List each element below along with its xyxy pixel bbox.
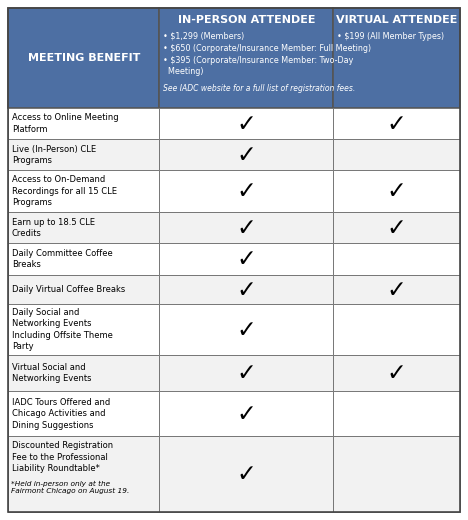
Bar (160, 243, 333, 275)
Text: ✓: ✓ (236, 143, 256, 167)
Bar (160, 355, 333, 391)
Text: • $199 (All Member Types): • $199 (All Member Types) (337, 32, 445, 41)
Text: Earn up to 18.5 CLE
Credits: Earn up to 18.5 CLE Credits (12, 218, 95, 238)
Text: ✓: ✓ (236, 462, 256, 486)
Text: Live (In-Person) CLE
Programs: Live (In-Person) CLE Programs (12, 145, 96, 165)
Text: Discounted Registration
Fee to the Professional
Liability Roundtable*: Discounted Registration Fee to the Profe… (12, 441, 113, 473)
Text: ✓: ✓ (236, 318, 256, 342)
Bar (160, 212, 333, 243)
Text: Virtual Social and
Networking Events: Virtual Social and Networking Events (12, 363, 92, 383)
Bar (8, 275, 160, 304)
Bar (333, 171, 460, 212)
Text: Daily Social and
Networking Events
Including Offsite Theme
Party: Daily Social and Networking Events Inclu… (12, 308, 113, 351)
Text: Access to On-Demand
Recordings for all 15 CLE
Programs: Access to On-Demand Recordings for all 1… (12, 175, 117, 207)
Text: MEETING BENEFIT: MEETING BENEFIT (28, 53, 140, 63)
Bar (160, 304, 333, 355)
Text: ✓: ✓ (236, 247, 256, 271)
Text: ✓: ✓ (387, 278, 407, 302)
Text: ✓: ✓ (236, 179, 256, 203)
Bar (333, 436, 460, 512)
Bar (8, 304, 160, 355)
Bar (333, 275, 460, 304)
Text: ✓: ✓ (387, 112, 407, 136)
Text: ✓: ✓ (236, 278, 256, 302)
Text: *Held in-person only at the
Fairmont Chicago on August 19.: *Held in-person only at the Fairmont Chi… (11, 480, 129, 494)
Bar (160, 171, 333, 212)
Text: ✓: ✓ (236, 112, 256, 136)
Bar (8, 139, 160, 171)
Bar (8, 391, 160, 436)
Text: ✓: ✓ (236, 361, 256, 385)
Bar (160, 8, 333, 108)
Text: VIRTUAL ATTENDEE: VIRTUAL ATTENDEE (336, 15, 457, 25)
Text: IADC Tours Offered and
Chicago Activities and
Dining Suggestions: IADC Tours Offered and Chicago Activitie… (12, 398, 110, 430)
Bar (8, 436, 160, 512)
Bar (160, 139, 333, 171)
Text: Access to Online Meeting
Platform: Access to Online Meeting Platform (12, 113, 118, 134)
Bar (160, 436, 333, 512)
Bar (8, 355, 160, 391)
Bar (8, 171, 160, 212)
Text: IN-PERSON ATTENDEE: IN-PERSON ATTENDEE (178, 15, 315, 25)
Text: See IADC website for a full list of registration fees.: See IADC website for a full list of regi… (163, 84, 356, 93)
Bar (333, 391, 460, 436)
Bar (8, 108, 160, 139)
Bar (333, 212, 460, 243)
Text: Daily Virtual Coffee Breaks: Daily Virtual Coffee Breaks (12, 285, 125, 294)
Text: ✓: ✓ (236, 402, 256, 426)
Text: Daily Committee Coffee
Breaks: Daily Committee Coffee Breaks (12, 249, 113, 269)
Text: • $1,299 (Members)
• $650 (Corporate/Insurance Member: Full Meeting)
• $395 (Cor: • $1,299 (Members) • $650 (Corporate/Ins… (163, 32, 372, 76)
Text: ✓: ✓ (236, 216, 256, 240)
Bar (8, 243, 160, 275)
Bar (333, 304, 460, 355)
Bar (333, 8, 460, 108)
Text: ✓: ✓ (387, 361, 407, 385)
Bar (333, 355, 460, 391)
Text: ✓: ✓ (387, 179, 407, 203)
Bar (160, 108, 333, 139)
Bar (333, 243, 460, 275)
Bar (333, 108, 460, 139)
Text: ✓: ✓ (387, 216, 407, 240)
Bar (160, 275, 333, 304)
Bar (333, 139, 460, 171)
Bar (160, 391, 333, 436)
Bar (8, 212, 160, 243)
Bar (8, 8, 160, 108)
